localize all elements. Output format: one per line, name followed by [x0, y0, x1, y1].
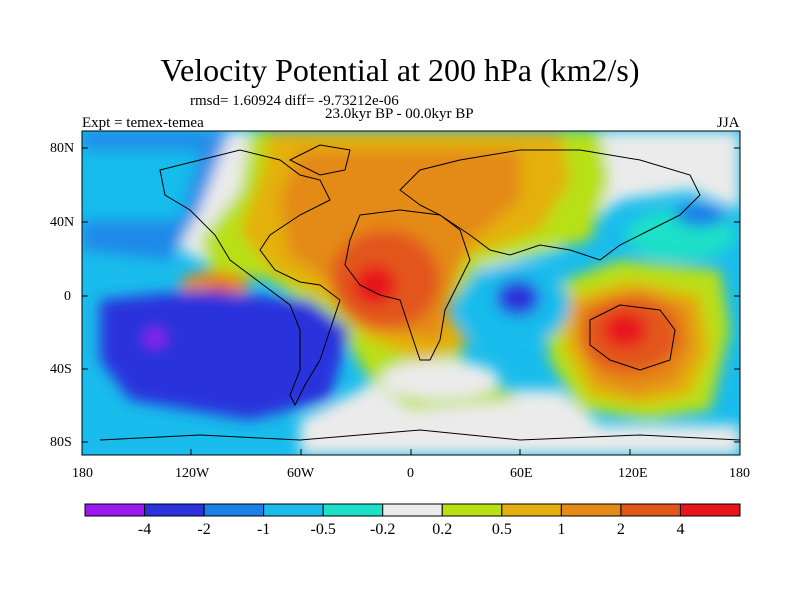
colorbar-label: 0.2	[432, 521, 453, 538]
lon-tick-180w: 180	[72, 466, 93, 481]
lon-tick-60w: 60W	[287, 466, 315, 481]
lat-tick-80n: 80N	[50, 141, 75, 156]
lat-tick-40n: 40N	[50, 215, 75, 230]
lat-tick-80s: 80S	[50, 435, 72, 450]
lon-tick-180e: 180	[729, 466, 750, 481]
colorbar-swatch	[679, 503, 741, 517]
lon-tick-0: 0	[407, 466, 414, 481]
colorbar-swatch	[441, 503, 503, 517]
lon-tick-120w: 120W	[175, 466, 210, 481]
colorbar-label: -1	[256, 521, 271, 538]
lat-tick-0: 0	[64, 289, 71, 304]
lon-tick-120e: 120E	[618, 466, 648, 481]
lat-tick-40s: 40S	[50, 362, 72, 377]
colorbar-swatch	[501, 503, 562, 517]
colorbar	[84, 503, 741, 517]
axis-ticks	[81, 147, 741, 455]
colorbar-swatch	[144, 503, 205, 517]
lon-tick-60e: 60E	[510, 466, 533, 481]
colorbar-label: 4	[676, 521, 685, 538]
colorbar-swatch	[203, 503, 265, 517]
colorbar-swatch	[382, 503, 443, 517]
colorbar-swatch	[560, 503, 622, 517]
coastlines	[99, 144, 740, 441]
colorbar-label: -2	[197, 521, 211, 538]
colorbar-label: 2	[616, 521, 625, 538]
stats-label: rmsd= 1.60924 diff= -9.73212e-06	[190, 93, 399, 109]
map-title: Velocity Potential at 200 hPa (km2/s)	[160, 52, 640, 88]
colorbar-swatch	[620, 503, 681, 517]
colorbar-swatch	[263, 503, 324, 517]
colorbar-label: -0.2	[370, 521, 396, 538]
period-label: 23.0kyr BP - 00.0kyr BP	[325, 106, 474, 122]
colorbar-label: -0.5	[310, 521, 336, 538]
season-label: JJA	[717, 115, 740, 131]
colorbar-label: 1	[557, 521, 566, 538]
experiment-label: Expt = temex-temea	[82, 115, 204, 131]
colorbar-swatch	[84, 503, 146, 517]
colorbar-label: 0.5	[491, 521, 512, 538]
colorbar-label: -4	[137, 521, 152, 538]
colorbar-swatch	[322, 503, 384, 517]
